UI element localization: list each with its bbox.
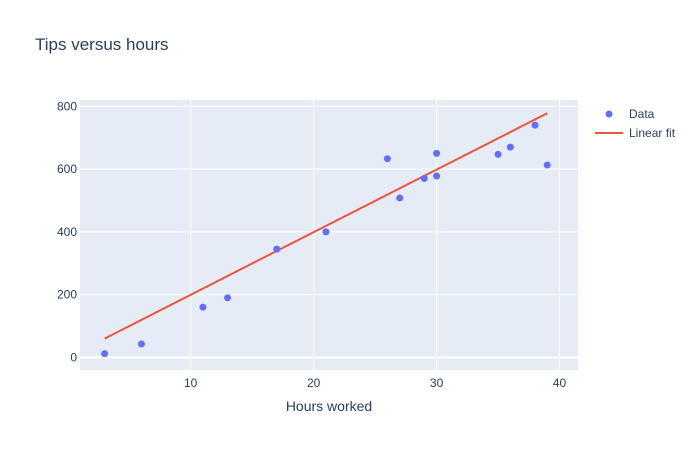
data-point: [420, 174, 428, 182]
data-point: [494, 150, 502, 158]
y-tick-label: 400: [57, 225, 77, 239]
data-point: [506, 143, 514, 151]
data-point: [224, 294, 232, 302]
data-point: [322, 228, 330, 236]
data-point: [531, 121, 539, 129]
chart-title: Tips versus hours: [35, 35, 169, 54]
linear-fit-line: [104, 112, 548, 340]
data-point: [101, 350, 109, 358]
data-point: [383, 155, 391, 163]
x-tick-label: 40: [553, 376, 567, 390]
y-tick-label: 800: [57, 99, 77, 113]
legend-label-data: Data: [629, 107, 655, 121]
data-point: [396, 194, 404, 202]
x-tick-label: 30: [430, 376, 444, 390]
data-point: [433, 149, 441, 157]
data-point: [273, 245, 281, 253]
data-point: [543, 161, 551, 169]
series-layer: [101, 112, 551, 358]
y-tick-label: 600: [57, 162, 77, 176]
legend[interactable]: Data Linear fit: [595, 107, 676, 140]
plot-area: [80, 100, 578, 370]
x-axis-label: Hours worked: [286, 398, 372, 414]
x-tick-label: 10: [184, 376, 198, 390]
y-tick-label: 0: [70, 350, 77, 364]
x-tick-label: 20: [307, 376, 321, 390]
y-tick-label: 200: [57, 288, 77, 302]
data-point: [199, 303, 207, 311]
legend-marker-data: [605, 110, 613, 118]
legend-item-data[interactable]: Data: [605, 107, 655, 121]
legend-item-linear-fit[interactable]: Linear fit: [595, 126, 676, 140]
data-point: [433, 172, 441, 180]
data-point: [137, 340, 145, 348]
legend-label-linear-fit: Linear fit: [629, 126, 676, 140]
